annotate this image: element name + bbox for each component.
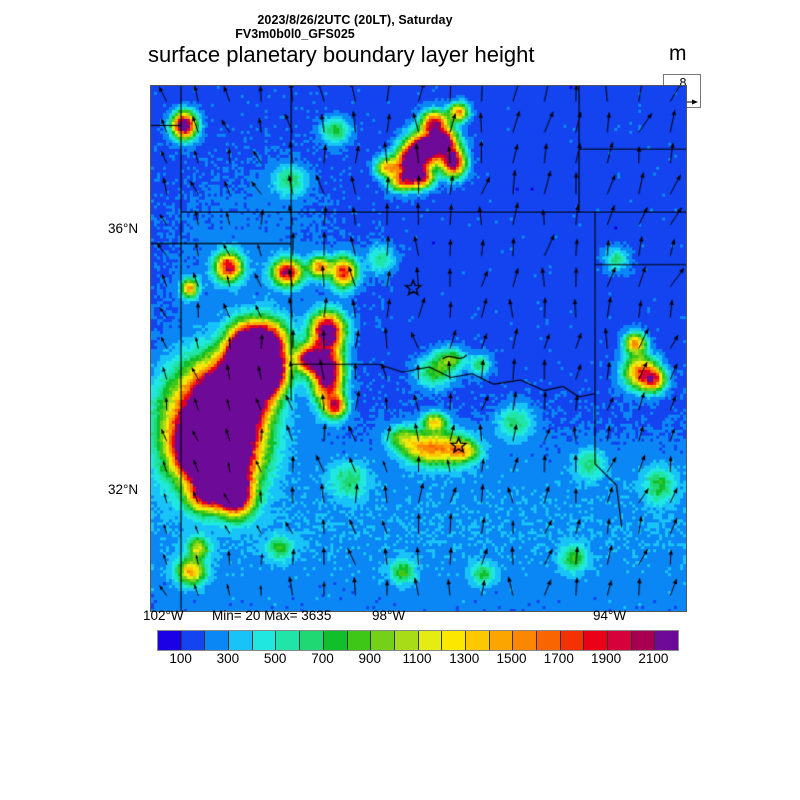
colorbar-tick: 1900 — [591, 651, 622, 666]
colorbar-swatch — [418, 631, 443, 650]
vector-key-value: 8 — [679, 76, 687, 90]
colorbar-swatch — [608, 631, 632, 650]
lat-tick-36N: 36°N — [108, 221, 139, 236]
colorbar-swatch — [560, 631, 585, 650]
colorbar-swatch — [158, 631, 182, 650]
colorbar-swatch — [276, 631, 301, 650]
colorbar-swatch — [347, 631, 372, 650]
colorbar-tick-labels: 100 300 500 700 900 1100 1300 1500 1700 1900 2100 — [157, 651, 677, 669]
colorbar[interactable] — [157, 630, 679, 651]
min-max-readout: Min= 20 Max= 3635 — [212, 608, 332, 623]
colorbar-tick: 2100 — [638, 651, 669, 666]
lon-tick-98W: 98°W — [372, 608, 406, 623]
colorbar-swatch — [371, 631, 395, 650]
colorbar-swatch — [323, 631, 348, 650]
colorbar-swatch — [181, 631, 206, 650]
colorbar-swatch — [631, 631, 656, 650]
lon-tick-102W: 102°W — [143, 608, 184, 623]
title-model-line: FV3m0b0l0_GFS025 — [235, 27, 355, 41]
unit-label: m — [669, 42, 687, 65]
colorbar-tick: 1300 — [449, 651, 480, 666]
colorbar-swatch — [300, 631, 324, 650]
colorbar-tick: 700 — [311, 651, 334, 666]
colorbar-swatch — [229, 631, 253, 650]
colorbar-tick: 900 — [358, 651, 381, 666]
lon-tick-94W: 94°W — [593, 608, 627, 623]
pbl-height-heatmap — [151, 86, 686, 611]
map-plot-area[interactable] — [150, 85, 687, 612]
colorbar-swatch — [205, 631, 230, 650]
colorbar-tick: 500 — [263, 651, 287, 666]
colorbar-tick: 300 — [216, 651, 240, 666]
colorbar-tick: 1500 — [496, 651, 527, 666]
colorbar-swatch — [465, 631, 490, 650]
colorbar-swatch — [537, 631, 561, 650]
lat-tick-32N: 32°N — [108, 482, 139, 497]
colorbar-swatch — [394, 631, 419, 650]
colorbar-swatch — [252, 631, 277, 650]
colorbar-tick: 100 — [169, 651, 192, 666]
colorbar-swatch — [489, 631, 514, 650]
colorbar-swatch — [442, 631, 466, 650]
title-date-line: 2023/8/26/2UTC (20LT), Saturday — [257, 13, 453, 27]
colorbar-swatch — [584, 631, 609, 650]
page-title: surface planetary boundary layer height — [148, 42, 535, 67]
colorbar-swatch — [513, 631, 537, 650]
colorbar-swatch — [655, 631, 679, 650]
colorbar-tick: 1700 — [543, 651, 574, 666]
colorbar-tick: 1100 — [402, 651, 432, 666]
